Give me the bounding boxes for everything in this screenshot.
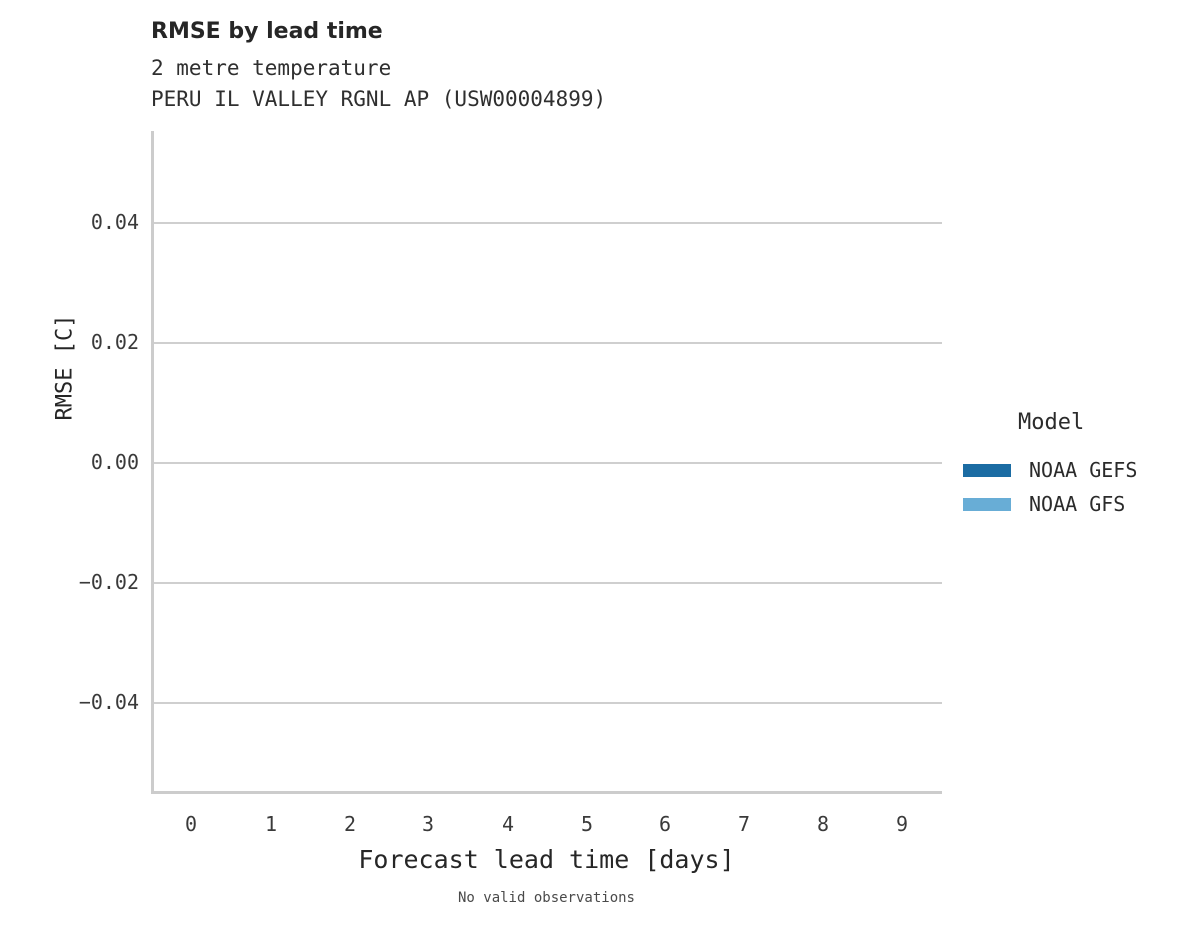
x-tick-label: 1 <box>264 812 278 836</box>
x-tick-label: 2 <box>343 812 357 836</box>
x-axis-tick-labels: 0 1 2 3 4 5 6 7 8 9 <box>151 812 942 842</box>
x-tick-label: 9 <box>895 812 909 836</box>
gridline-0.02 <box>151 342 942 344</box>
legend-label-noaa-gefs: NOAA GEFS <box>1029 458 1138 482</box>
x-axis-title: Forecast lead time [days] <box>358 845 735 874</box>
legend-item-noaa-gfs[interactable]: NOAA GFS <box>963 487 1178 521</box>
x-tick-label: 7 <box>737 812 751 836</box>
plot-area <box>151 131 942 793</box>
x-tick-label: 6 <box>658 812 672 836</box>
chart-subtitle-station: PERU IL VALLEY RGNL AP (USW00004899) <box>151 87 607 111</box>
gridline-neg0.02 <box>151 582 942 584</box>
x-tick-label: 4 <box>501 812 515 836</box>
y-axis-title: RMSE [C] <box>52 314 78 421</box>
gridline-0.00 <box>151 462 942 464</box>
legend: Model NOAA GEFS NOAA GFS <box>963 410 1178 521</box>
x-tick-label: 8 <box>816 812 830 836</box>
y-axis-line <box>151 131 154 794</box>
x-tick-label: 5 <box>580 812 594 836</box>
y-axis-tick-labels: 0.04 0.02 0.00 −0.02 −0.04 <box>0 0 139 928</box>
chart-subtitle: 2 metre temperature PERU IL VALLEY RGNL … <box>151 53 606 115</box>
y-tick-label: 0.00 <box>90 450 139 474</box>
x-tick-label: 0 <box>184 812 198 836</box>
gridline-0.04 <box>151 222 942 224</box>
no-data-annotation: No valid observations <box>457 890 635 906</box>
x-tick-label: 3 <box>421 812 435 836</box>
y-tick-label: 0.04 <box>90 210 139 234</box>
y-tick-label: −0.02 <box>78 570 139 594</box>
legend-item-noaa-gefs[interactable]: NOAA GEFS <box>963 453 1178 487</box>
chart-title: RMSE by lead time <box>151 19 383 44</box>
y-tick-label: −0.04 <box>78 690 139 714</box>
legend-title: Model <box>1018 410 1085 435</box>
legend-label-noaa-gfs: NOAA GFS <box>1029 492 1126 516</box>
y-tick-label: 0.02 <box>90 330 139 354</box>
legend-swatch-noaa-gefs <box>963 463 1011 477</box>
chart-subtitle-variable: 2 metre temperature <box>151 56 392 80</box>
x-axis-line <box>151 791 942 794</box>
legend-swatch-noaa-gfs <box>963 497 1011 511</box>
gridline-neg0.04 <box>151 702 942 704</box>
